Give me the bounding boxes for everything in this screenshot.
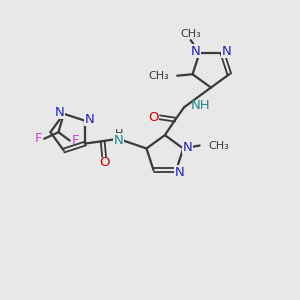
Text: N: N [175,166,185,179]
Text: N: N [114,134,124,147]
Text: N: N [190,45,200,58]
Text: CH₃: CH₃ [180,29,201,39]
Text: NH: NH [191,99,210,112]
Text: N: N [84,112,94,125]
Text: N: N [55,106,65,118]
Text: F: F [71,134,79,147]
Text: O: O [148,111,159,124]
Text: CH₃: CH₃ [208,140,229,151]
Text: N: N [183,140,193,154]
Text: F: F [35,132,43,145]
Text: O: O [99,156,110,169]
Text: N: N [222,45,231,58]
Text: H: H [116,129,124,139]
Text: CH₃: CH₃ [148,71,169,81]
